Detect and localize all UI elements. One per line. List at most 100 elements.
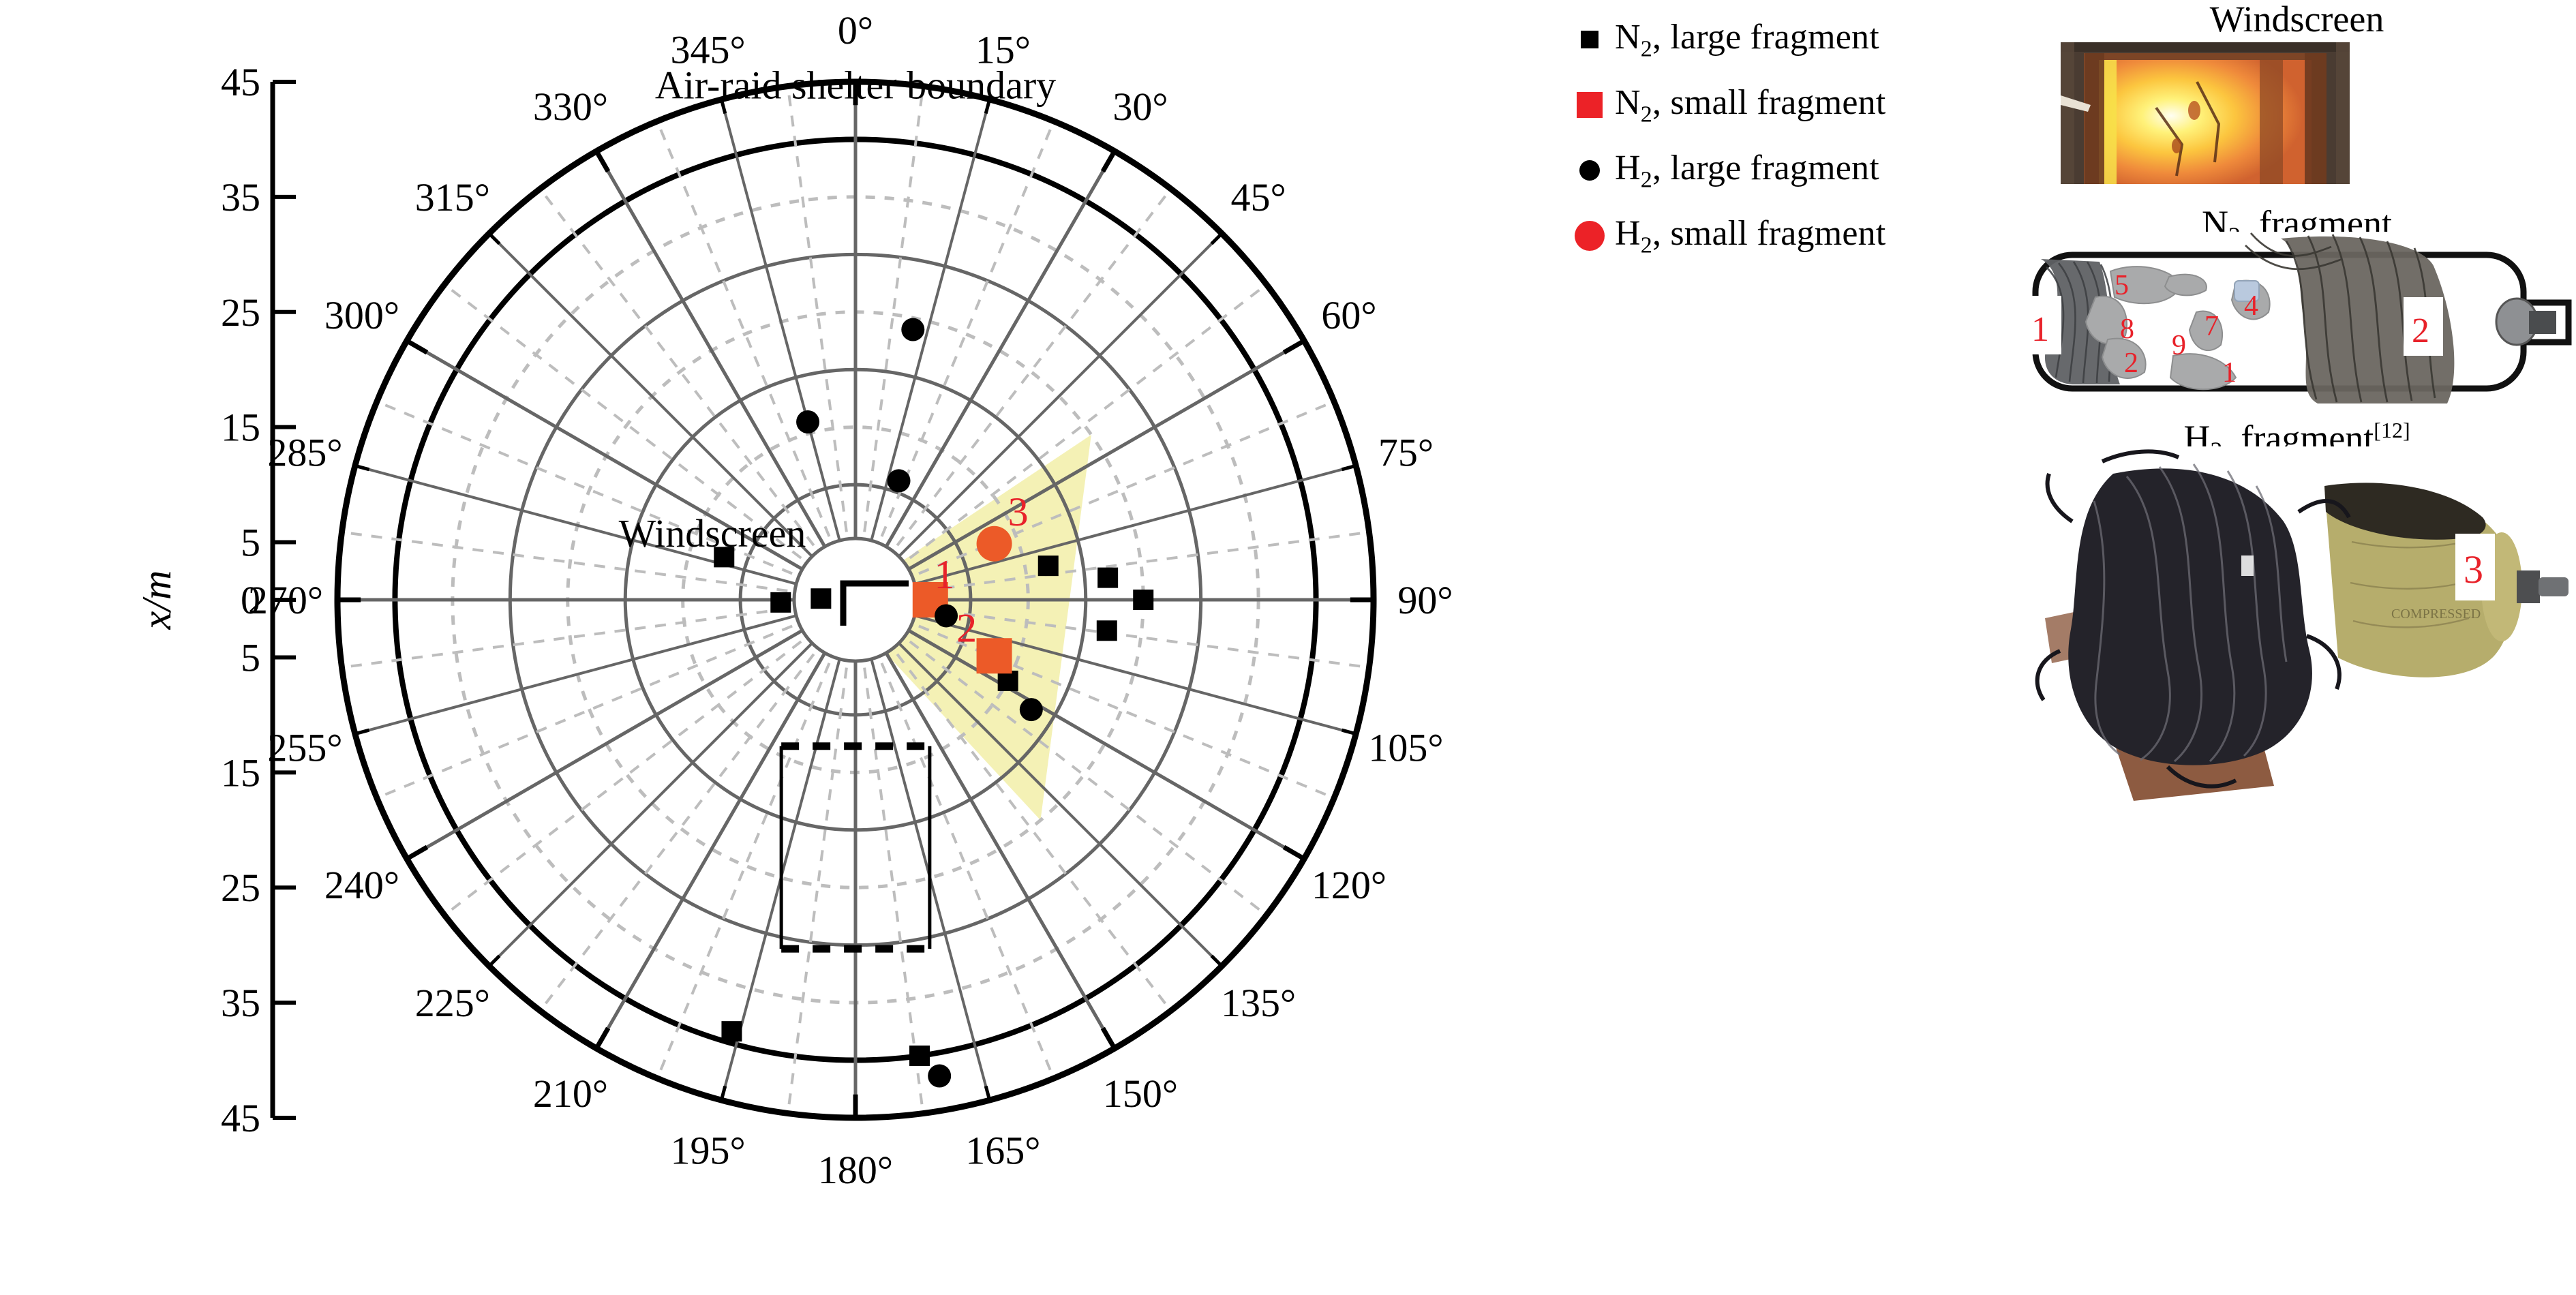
svg-text:2: 2 bbox=[2124, 348, 2138, 379]
svg-text:8: 8 bbox=[2120, 314, 2134, 345]
angular-tick-75 bbox=[1341, 463, 1357, 472]
data-point-2-5[interactable] bbox=[928, 1064, 952, 1088]
legend-swatch-circle-red-icon bbox=[1564, 221, 1615, 251]
angular-label-30deg: 30° bbox=[1112, 85, 1168, 129]
data-label-1-1: 2 bbox=[956, 606, 977, 651]
data-point-2-2[interactable] bbox=[887, 469, 911, 493]
grid-spoke-300 bbox=[406, 339, 833, 588]
data-point-0-0[interactable] bbox=[714, 547, 735, 568]
windscreen-photo-image bbox=[2061, 42, 2350, 184]
angular-tick-120 bbox=[1282, 844, 1305, 862]
radial-tick-label-5: 0 bbox=[241, 578, 260, 622]
angular-tick-330 bbox=[594, 150, 611, 173]
angular-tick-255 bbox=[354, 728, 370, 736]
data-point-0-9[interactable] bbox=[909, 1045, 930, 1066]
legend-label-n2-large: N2, large fragment bbox=[1615, 17, 1879, 62]
data-label-1-0: 1 bbox=[935, 552, 955, 597]
legend-swatch-circle-black-icon bbox=[1564, 160, 1615, 181]
h2-fragment-block: H2, fragment[12] COMPRESS bbox=[2018, 418, 2576, 896]
radial-tick-label-2: 25 bbox=[221, 290, 260, 335]
data-point-2-3[interactable] bbox=[935, 604, 958, 628]
data-point-2-0[interactable] bbox=[901, 318, 925, 341]
data-point-0-6[interactable] bbox=[1096, 620, 1117, 641]
angular-label-120deg: 120° bbox=[1312, 863, 1387, 907]
angular-tick-165 bbox=[984, 1085, 992, 1101]
grid-spoke-minor-292.5 bbox=[376, 400, 831, 591]
angular-label-105deg: 105° bbox=[1368, 725, 1443, 770]
angular-tick-150 bbox=[1100, 1026, 1117, 1050]
angular-label-180deg: 180° bbox=[818, 1148, 893, 1192]
grid-spoke-60 bbox=[878, 339, 1305, 588]
angular-label-225deg: 225° bbox=[415, 981, 490, 1025]
svg-text:9: 9 bbox=[2172, 330, 2186, 361]
data-point-0-8[interactable] bbox=[721, 1021, 742, 1042]
radial-tick-label-0: 45 bbox=[221, 60, 260, 104]
angular-tick-105 bbox=[1341, 728, 1357, 736]
angular-label-315deg: 315° bbox=[415, 175, 490, 219]
grid-spoke-45 bbox=[874, 232, 1223, 581]
grid-spoke-330 bbox=[594, 150, 843, 577]
data-point-0-1[interactable] bbox=[770, 592, 791, 613]
data-point-3-0[interactable] bbox=[976, 525, 1012, 562]
data-point-0-4[interactable] bbox=[1097, 567, 1119, 588]
data-point-0-3[interactable] bbox=[1037, 555, 1059, 577]
radial-tick-label-8: 25 bbox=[221, 866, 260, 910]
grid-spoke-75 bbox=[881, 464, 1357, 594]
svg-text:7: 7 bbox=[2204, 311, 2219, 342]
angular-label-240deg: 240° bbox=[324, 863, 399, 907]
angular-tick-195 bbox=[719, 1085, 727, 1101]
data-point-1-1[interactable] bbox=[976, 638, 1012, 674]
legend: N2, large fragment N2, small fragment H2… bbox=[1564, 7, 2014, 269]
highlight-sector bbox=[857, 434, 1091, 821]
data-point-2-1[interactable] bbox=[796, 410, 820, 433]
angular-tick-240 bbox=[406, 844, 429, 862]
svg-text:1: 1 bbox=[2222, 357, 2237, 388]
angular-tick-210 bbox=[594, 1026, 611, 1050]
grid-spoke-240 bbox=[406, 612, 833, 861]
windscreen-caption: Windscreen bbox=[2209, 0, 2384, 40]
svg-text:4: 4 bbox=[2244, 290, 2258, 322]
angular-label-135deg: 135° bbox=[1221, 981, 1296, 1025]
data-point-2-4[interactable] bbox=[1019, 698, 1043, 722]
grid-spoke-285 bbox=[354, 464, 830, 594]
n2-fragment-block: N2, fragment bbox=[2011, 204, 2576, 429]
data-point-0-5[interactable] bbox=[1133, 590, 1154, 610]
data-point-0-7[interactable] bbox=[997, 670, 1018, 691]
angular-label-165deg: 165° bbox=[965, 1129, 1040, 1173]
grid-spoke-minor-202.5 bbox=[656, 624, 847, 1079]
n2-fragment-image: 5 4 8 7 9 2 1 1 2 bbox=[2011, 232, 2576, 409]
data-point-0-2[interactable] bbox=[810, 588, 832, 609]
radial-tick-label-10: 45 bbox=[221, 1096, 260, 1140]
angular-tick-60 bbox=[1282, 338, 1305, 355]
radial-tick-label-4: 5 bbox=[241, 521, 260, 565]
radial-tick-label-7: 15 bbox=[221, 750, 260, 795]
data-label-3-0: 3 bbox=[1008, 489, 1029, 534]
radial-tick-label-3: 15 bbox=[221, 406, 260, 450]
svg-text:COMPRESSED: COMPRESSED bbox=[2391, 607, 2481, 622]
angular-tick-315 bbox=[487, 232, 501, 245]
angular-tick-15 bbox=[984, 99, 992, 115]
grid-spoke-minor-247.5 bbox=[376, 609, 831, 799]
grid-spoke-315 bbox=[488, 232, 837, 581]
photo-column: Windscreen bbox=[2011, 0, 2576, 1295]
angular-label-75deg: 75° bbox=[1378, 431, 1434, 475]
legend-label-h2-large: H2, large fragment bbox=[1615, 148, 1879, 193]
angular-tick-345 bbox=[719, 99, 727, 115]
h2-fragment-image: COMPRESSED bbox=[2031, 446, 2576, 801]
angular-label-330deg: 330° bbox=[533, 85, 608, 129]
legend-item-n2-large: N2, large fragment bbox=[1564, 7, 2014, 72]
grid-spoke-225 bbox=[488, 618, 837, 967]
angular-tick-30 bbox=[1100, 150, 1117, 173]
grid-spoke-195 bbox=[720, 626, 850, 1101]
annotation-1: Windscreen bbox=[619, 511, 806, 555]
legend-item-n2-small: N2, small fragment bbox=[1564, 72, 2014, 138]
angular-tick-300 bbox=[406, 338, 429, 355]
grid-spoke-135 bbox=[874, 618, 1223, 967]
windscreen-photo-block: Windscreen bbox=[2018, 0, 2576, 204]
windscreen-corner-mark bbox=[840, 580, 909, 626]
grid-spoke-345 bbox=[720, 99, 850, 574]
grid-spoke-120 bbox=[878, 612, 1305, 861]
legend-item-h2-large: H2, large fragment bbox=[1564, 138, 2014, 203]
grid-spoke-15 bbox=[861, 99, 991, 574]
